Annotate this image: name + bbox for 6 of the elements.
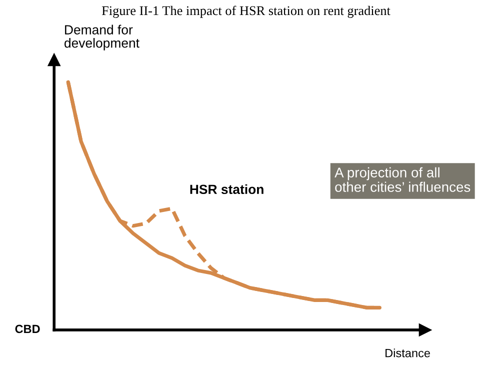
annotation: A projection of all other cities’ influences <box>334 167 470 192</box>
y-axis-title: Demand for development <box>64 24 140 50</box>
x-axis-title: Distance <box>386 348 430 358</box>
text: CBD <box>15 324 40 334</box>
annotation: HSR station <box>190 184 264 194</box>
chart-title: Figure II-1 The impact of HSR station on rent gradient <box>102 6 390 18</box>
